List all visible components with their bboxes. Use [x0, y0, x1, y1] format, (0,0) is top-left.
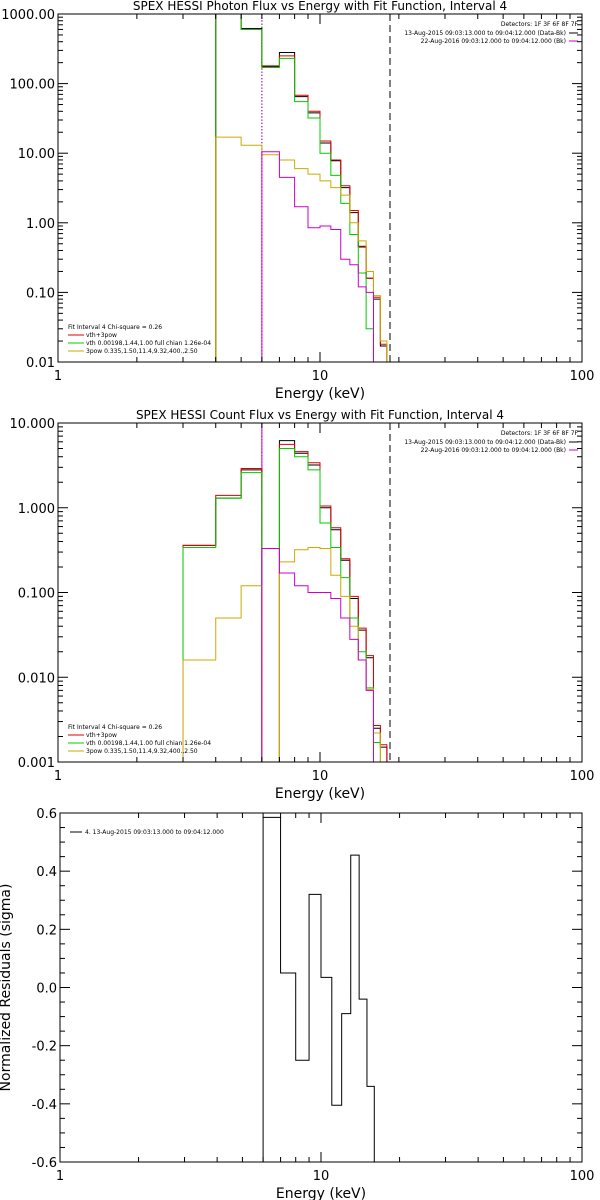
series-line [183, 14, 394, 362]
series-line [182, 546, 387, 762]
series-line [262, 816, 375, 1162]
series-line [182, 440, 388, 762]
y-tick-label: 10.00 [18, 147, 55, 162]
legend-header: Fit Interval 4 Chi-square = 0.26 [68, 724, 162, 731]
legend-label: 3pow 0.335,1.50,11.4,9.32,400.,2.50 [86, 748, 198, 755]
series-line [183, 14, 387, 362]
x-axis-label: Energy (keV) [275, 786, 365, 802]
y-tick-label: 0.0 [36, 982, 57, 997]
chart-title: SPEX HESSI Photon Flux vs Energy with Fi… [133, 0, 507, 13]
x-ticks [57, 14, 571, 362]
x-ticks [57, 423, 571, 762]
time-range-label: 13-Aug-2015 09:03:13.000 to 09:04:12.000… [404, 439, 566, 446]
legend-label: vth 0.00198,1.44,1.00 full chian 1.26e-0… [86, 340, 211, 347]
y-ticks [58, 422, 582, 763]
x-tick-label: 10 [312, 769, 329, 784]
legend-header: Fit Interval 4 Chi-square = 0.26 [68, 324, 162, 331]
x-tick-label: 1 [56, 1169, 64, 1184]
legend: 4. 13-Aug-2015 09:03:13.000 to 09:04:12.… [70, 829, 224, 836]
y-tick-label: 0.100 [18, 587, 55, 602]
x-ticks [59, 813, 571, 1162]
series-group [182, 440, 388, 762]
x-tick-label: 10 [312, 369, 329, 384]
time-range-label: 13-Aug-2015 09:03:13.000 to 09:04:12.000… [404, 30, 566, 37]
y-tick-label: 0.001 [18, 756, 55, 771]
legend-label: 3pow 0.335,1.50,11.4,9.32,400.,2.50 [86, 348, 198, 355]
plot-3: 1 10 100 -0.6 -0.4 -0.2 0.0 0.2 0.4 0.6 Energy (ke… [0, 807, 594, 1200]
y-tick-label: -0.6 [32, 1156, 57, 1171]
x-tick-label: 100 [570, 769, 595, 784]
marker-lines [261, 14, 391, 362]
x-tick-label: 1 [54, 369, 62, 384]
y-tick-label: 0.01 [26, 356, 55, 371]
detectors-label: Detectors: 1F 3F 6F 8F 7F [501, 21, 579, 28]
series-line [261, 151, 374, 362]
chart-title: SPEX HESSI Count Flux vs Energy with Fit… [136, 408, 504, 422]
x-tick-label: 100 [570, 1169, 595, 1184]
x-tick-label: 1 [54, 769, 62, 784]
x-tick-label: 10 [313, 1169, 330, 1184]
y-tick-label: 1.00 [26, 217, 55, 232]
time-range-label: 22-Aug-2016 09:03:12.000 to 09:04:12.000… [421, 38, 566, 45]
y-tick-label: 0.2 [36, 923, 57, 938]
legend-label: vth 0.00198,1.44,1.00 full chian 1.26e-0… [86, 740, 211, 747]
y-axis-label: Normalized Residuals (sigma) [0, 884, 14, 1092]
legend-label: vth+3pow [86, 732, 117, 739]
series-line [183, 14, 394, 362]
y-tick-label: 0.6 [36, 807, 57, 822]
series-group [262, 816, 375, 1162]
plot-1: SPEX HESSI Photon Flux vs Energy with Fi… [1, 0, 594, 402]
plot-frame [57, 13, 583, 363]
x-tick-label: 100 [570, 369, 595, 384]
series-line [261, 548, 374, 762]
y-tick-label: 1.000 [18, 502, 55, 517]
series-line [183, 136, 394, 362]
plot-2: SPEX HESSI Count Flux vs Energy with Fit… [10, 408, 595, 802]
y-tick-label: 0.4 [36, 865, 57, 880]
series-line [182, 448, 387, 762]
y-tick-label: 0.010 [18, 671, 55, 686]
plot-frame [59, 812, 583, 1163]
y-tick-label: 0.10 [26, 286, 55, 301]
x-axis-label: Energy (keV) [276, 1186, 366, 1200]
series-group [183, 14, 394, 362]
y-tick-label: 100.00 [10, 78, 56, 93]
y-tick-label: 10.000 [10, 417, 56, 432]
legend-label: 4. 13-Aug-2015 09:03:13.000 to 09:04:12.… [85, 829, 224, 836]
y-tick-label: 1000.00 [1, 8, 55, 23]
time-range-label: 22-Aug-2016 09:03:12.000 to 09:04:12.000… [421, 447, 566, 454]
y-tick-label: -0.4 [32, 1098, 57, 1113]
y-tick-label: -0.2 [32, 1040, 57, 1055]
legend: Fit Interval 4 Chi-square = 0.26vth+3pow… [68, 724, 211, 755]
legend-label: vth+3pow [86, 332, 117, 339]
y-ticks [60, 812, 582, 1163]
detectors-label: Detectors: 1F 3F 6F 8F 7F [501, 430, 579, 437]
y-ticks [58, 13, 582, 363]
x-axis-label: Energy (keV) [275, 386, 365, 402]
legend: Fit Interval 4 Chi-square = 0.26vth+3pow… [68, 324, 211, 355]
series-line [182, 443, 388, 762]
